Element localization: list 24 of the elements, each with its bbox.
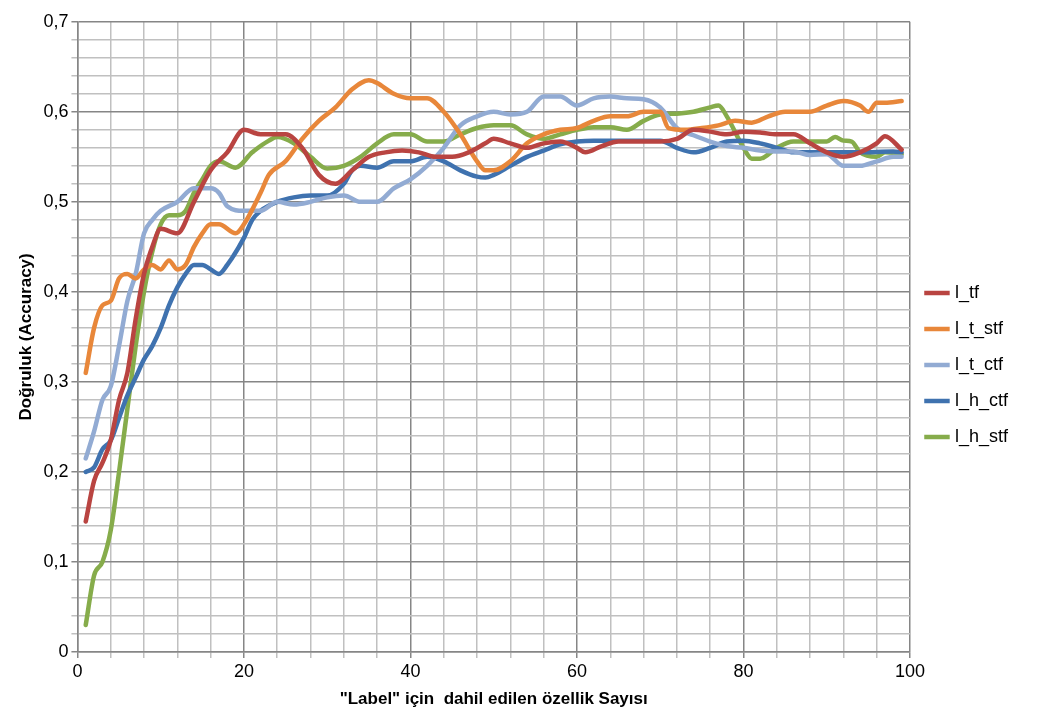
x-tick-label: 20 [233, 660, 254, 681]
y-tick-label: 0 [58, 640, 69, 661]
legend-label: l_tf [954, 281, 980, 303]
x-axis-title: "Label" için dahil edilen özellik Sayısı [339, 689, 648, 709]
legend-label: l_h_stf [954, 425, 1009, 447]
legend-label: l_t_ctf [954, 353, 1004, 375]
y-tick-label: 0,6 [43, 100, 69, 121]
x-tick-label: 60 [566, 660, 587, 681]
line-series [83, 127, 904, 524]
y-tick-label: 0,4 [43, 280, 69, 301]
legend-label: l_h_ctf [954, 389, 1009, 411]
x-tick-label: 0 [72, 660, 83, 681]
y-tick-label: 0,1 [43, 550, 69, 571]
y-tick-label: 0,5 [43, 190, 69, 211]
y-tick-label: 0,7 [43, 10, 69, 31]
line-series [83, 78, 904, 376]
x-tick-label: 40 [400, 660, 421, 681]
legend-label: l_t_stf [954, 317, 1004, 339]
x-tick-label: 100 [894, 660, 925, 681]
y-axis-title: Doğruluk (Accuracy) [15, 253, 35, 421]
x-tick-label: 80 [733, 660, 754, 681]
y-tick-label: 0,2 [43, 460, 69, 481]
y-tick-label: 0,3 [43, 370, 69, 391]
line-series [83, 94, 904, 461]
